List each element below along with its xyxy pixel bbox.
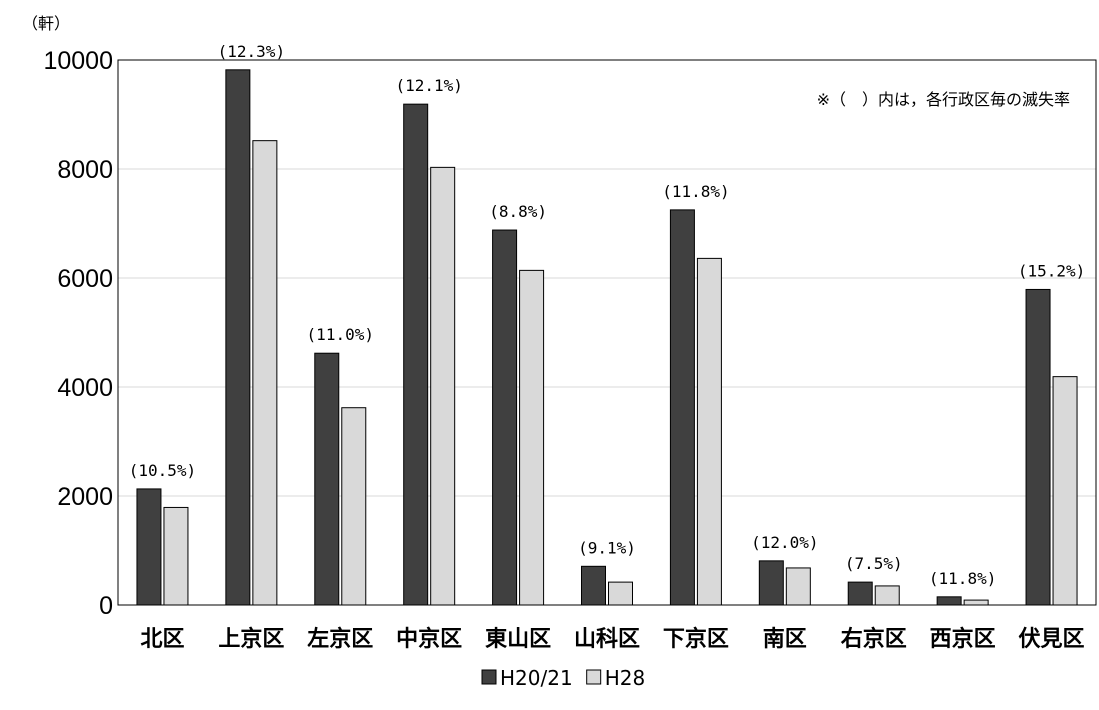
bar-h20-21 bbox=[1025, 288, 1051, 606]
category-label: 右京区 bbox=[841, 626, 907, 652]
y-tick-label: 0 bbox=[99, 592, 113, 620]
bar-h20-21 bbox=[136, 488, 162, 606]
bars bbox=[136, 69, 1078, 606]
rate-label: (12.3%) bbox=[218, 42, 285, 61]
rate-label: (12.1%) bbox=[395, 76, 462, 95]
rate-label: (11.8%) bbox=[662, 182, 729, 201]
category-label: 下京区 bbox=[663, 626, 729, 652]
y-tick-label: 10000 bbox=[43, 47, 113, 75]
legend-swatch bbox=[481, 669, 497, 685]
bar-h28 bbox=[430, 166, 456, 606]
chart-note: ※（ ）内は，各行政区毎の滅失率 bbox=[817, 90, 1070, 109]
rate-label: (15.2%) bbox=[1018, 261, 1085, 280]
category-label: 上京区 bbox=[218, 626, 284, 652]
y-tick-label: 4000 bbox=[57, 374, 113, 402]
plot-frame bbox=[117, 59, 1097, 606]
legend-label: H28 bbox=[605, 666, 646, 690]
rate-label: (11.8%) bbox=[929, 569, 996, 588]
category-label: 左京区 bbox=[307, 626, 373, 652]
y-tick-label: 8000 bbox=[57, 156, 113, 184]
category-labels: 北区 上京区 左京区 中京区 東山区 山科区 下京区 南区 右京区 西京区 伏見区 bbox=[140, 626, 1084, 652]
unit-label: （軒） bbox=[22, 14, 70, 33]
bar-h28 bbox=[874, 585, 900, 606]
category-label: 山科区 bbox=[574, 627, 640, 652]
bar-h20-21 bbox=[669, 209, 695, 606]
bar-h28 bbox=[519, 269, 545, 606]
bar-h28 bbox=[696, 257, 722, 606]
category-label: 東山区 bbox=[485, 627, 551, 652]
category-label: 西京区 bbox=[930, 626, 996, 652]
data-labels: (10.5%) (12.3%) (11.0%) (12.1%) (8.8%) (9.1%)… bbox=[129, 42, 1086, 588]
rate-label: (9.1%) bbox=[578, 538, 636, 557]
y-tick-label: 6000 bbox=[57, 265, 113, 293]
bar-h20-21 bbox=[758, 560, 784, 606]
rate-label: (10.5%) bbox=[129, 461, 196, 480]
bar-h20-21 bbox=[847, 581, 873, 606]
category-label: 伏見区 bbox=[1019, 626, 1085, 652]
bar-h28 bbox=[963, 599, 989, 606]
y-axis-ticks: 0 2000 4000 6000 8000 10000 bbox=[43, 47, 113, 620]
rate-label: (12.0%) bbox=[751, 533, 818, 552]
legend-label: H20/21 bbox=[500, 666, 573, 690]
bar-h20-21 bbox=[936, 596, 962, 606]
bar-h20-21 bbox=[403, 103, 429, 606]
category-label: 北区 bbox=[140, 627, 184, 652]
rate-label: (11.0%) bbox=[307, 325, 374, 344]
rate-label: (8.8%) bbox=[489, 202, 547, 221]
bar-h28 bbox=[252, 140, 278, 606]
legend-swatch bbox=[586, 669, 602, 685]
bar-h28 bbox=[608, 581, 633, 606]
bar-h28 bbox=[1052, 376, 1078, 606]
rate-label: (7.5%) bbox=[845, 554, 903, 573]
legend: H20/21 H28 bbox=[481, 666, 646, 690]
bar-h28 bbox=[163, 506, 189, 606]
category-label: 南区 bbox=[763, 627, 807, 652]
category-label: 中京区 bbox=[396, 626, 462, 652]
bar-h20-21 bbox=[492, 229, 518, 606]
bar-h28 bbox=[785, 567, 811, 606]
bar-h20-21 bbox=[581, 565, 606, 606]
y-tick-label: 2000 bbox=[57, 483, 113, 511]
bar-h28 bbox=[341, 407, 367, 606]
bar-h20-21 bbox=[225, 69, 251, 606]
bar-h20-21 bbox=[314, 352, 340, 606]
